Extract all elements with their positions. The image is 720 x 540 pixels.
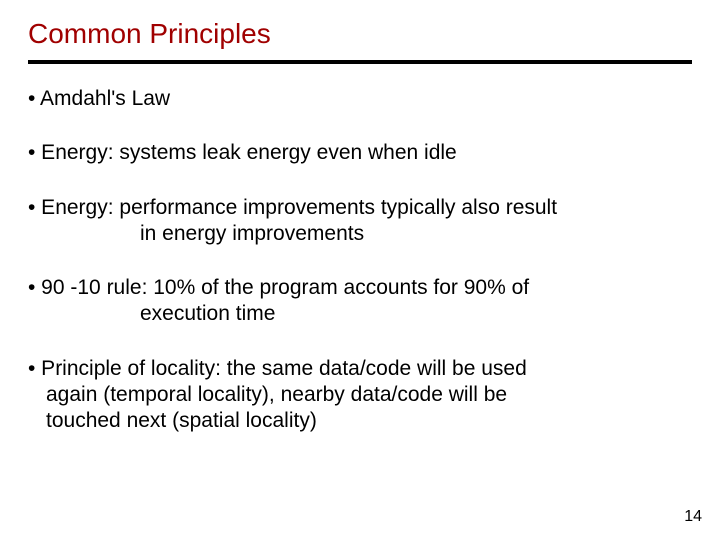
bullet-text: • Energy: performance improvements typic… bbox=[28, 195, 692, 221]
bullet-text-continuation: again (temporal locality), nearby data/c… bbox=[28, 382, 692, 408]
bullet-text: • Amdahl's Law bbox=[28, 86, 692, 112]
bullet-item: • 90 -10 rule: 10% of the program accoun… bbox=[28, 275, 692, 328]
slide-title: Common Principles bbox=[28, 18, 692, 50]
title-underline bbox=[28, 60, 692, 64]
bullet-text-continuation: touched next (spatial locality) bbox=[28, 408, 692, 434]
page-number: 14 bbox=[684, 508, 702, 526]
bullet-text-continuation: in energy improvements bbox=[28, 221, 692, 247]
bullet-text: • Energy: systems leak energy even when … bbox=[28, 140, 692, 166]
bullet-item: • Principle of locality: the same data/c… bbox=[28, 356, 692, 435]
bullet-text: • 90 -10 rule: 10% of the program accoun… bbox=[28, 275, 692, 301]
bullet-text-continuation: execution time bbox=[28, 301, 692, 327]
slide: Common Principles • Amdahl's Law • Energ… bbox=[0, 0, 720, 540]
bullet-item: • Energy: performance improvements typic… bbox=[28, 195, 692, 248]
bullet-item: • Energy: systems leak energy even when … bbox=[28, 140, 692, 166]
bullet-list: • Amdahl's Law • Energy: systems leak en… bbox=[28, 86, 692, 434]
bullet-text: • Principle of locality: the same data/c… bbox=[28, 356, 692, 382]
bullet-item: • Amdahl's Law bbox=[28, 86, 692, 112]
